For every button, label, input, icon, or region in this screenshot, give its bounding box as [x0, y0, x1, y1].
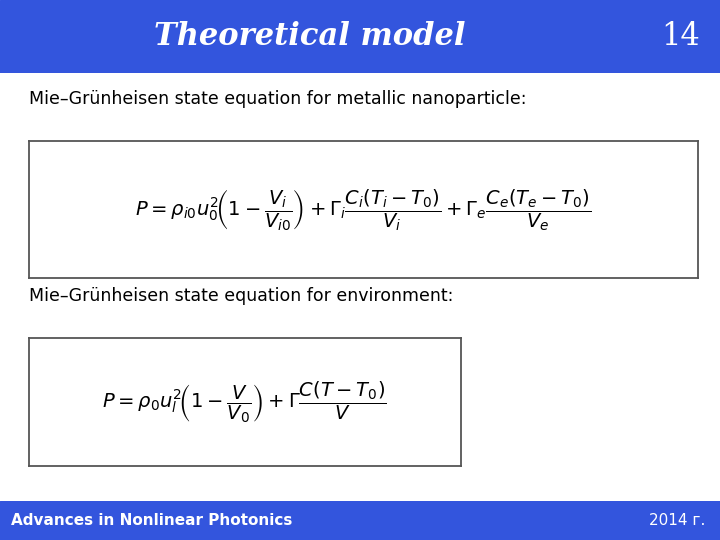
Text: $P = \rho_0 u_l^2\!\left(1 - \dfrac{V}{V_0}\right) + \Gamma\dfrac{C\left(T - T_0: $P = \rho_0 u_l^2\!\left(1 - \dfrac{V}{V… — [102, 380, 387, 425]
Text: Advances in Nonlinear Photonics: Advances in Nonlinear Photonics — [11, 513, 292, 528]
Text: Mie–Grünheisen state equation for metallic nanoparticle:: Mie–Grünheisen state equation for metall… — [29, 90, 526, 108]
Text: $P = \rho_{i0}u_0^2\!\left(1 - \dfrac{V_i}{V_{i0}}\right) + \Gamma_i\dfrac{C_i\l: $P = \rho_{i0}u_0^2\!\left(1 - \dfrac{V_… — [135, 187, 592, 233]
Text: 14: 14 — [661, 21, 700, 52]
Text: Theoretical model: Theoretical model — [154, 21, 465, 52]
Text: 2014 г.: 2014 г. — [649, 513, 706, 528]
Text: Mie–Grünheisen state equation for environment:: Mie–Grünheisen state equation for enviro… — [29, 287, 453, 305]
